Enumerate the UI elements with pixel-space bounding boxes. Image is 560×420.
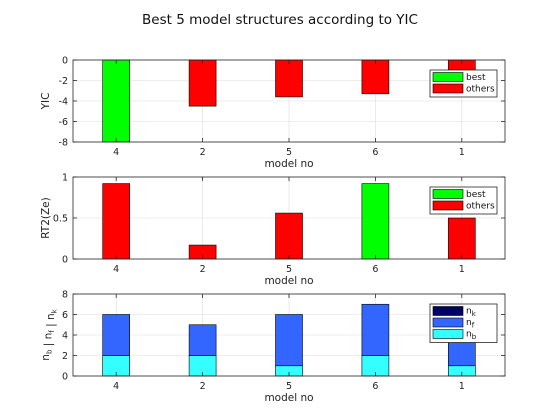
y-tick-label: -8 — [59, 138, 68, 149]
y-tick-label: -2 — [59, 76, 68, 87]
bar-segment-n_f — [361, 303, 390, 356]
y-tick-label: 0 — [62, 372, 68, 383]
bar-others — [275, 212, 303, 260]
y-axis-label: YIC — [40, 93, 52, 111]
y-tick-label: -4 — [59, 97, 68, 108]
bar-others — [275, 59, 303, 98]
y-tick-label: 0 — [62, 56, 68, 67]
legend-swatch-n_k — [432, 306, 464, 316]
y-tick-label: 2 — [62, 351, 68, 362]
x-tick-label: 1 — [459, 381, 465, 392]
bar-others — [188, 59, 217, 107]
y-tick-label: 8 — [62, 290, 68, 301]
x-tick-label: 1 — [459, 147, 465, 158]
bar-best — [102, 59, 130, 143]
legend-label: nk — [466, 307, 477, 319]
y-tick-label: 4 — [62, 331, 68, 342]
x-tick-label: 5 — [286, 264, 292, 275]
x-axis-label: model no — [264, 158, 313, 170]
bar-best — [361, 183, 390, 260]
x-tick-label: 6 — [372, 264, 378, 275]
legend-swatch-best — [432, 189, 464, 199]
bar-segment-n_f — [102, 314, 130, 356]
bar-segment-n_f — [275, 314, 303, 367]
x-axis-label: model no — [264, 392, 313, 404]
x-tick-label: 4 — [113, 381, 119, 392]
legend-swatch-others — [432, 200, 464, 211]
legend-swatch-best — [432, 72, 464, 82]
legend: best others — [429, 186, 498, 215]
legend-label: others — [466, 85, 495, 95]
y-axis-label: nb | nf | nk — [40, 308, 59, 360]
bar-others — [447, 217, 476, 260]
legend-label: nf — [466, 318, 475, 330]
legend-label: nb — [466, 330, 477, 342]
legend-swatch-n_b — [432, 329, 464, 339]
x-tick-label: 2 — [200, 147, 206, 158]
subplot-2: 0 0.5 1 4 2 5 6 1 model no RT2(Ze) best others — [40, 173, 506, 287]
bar-others — [102, 183, 130, 260]
x-tick-label: 6 — [372, 147, 378, 158]
x-tick-label: 5 — [286, 147, 292, 158]
x-axis-label: model no — [264, 275, 313, 287]
y-tick-label: 6 — [62, 310, 68, 321]
y-tick-label: 0.5 — [53, 214, 68, 225]
figure-title: Best 5 model structures according to YIC — [142, 12, 418, 28]
subplot-panels: 0 -2 -4 -6 -8 4 2 5 6 1 model no YIC best others 0 0.5 1… — [40, 56, 506, 404]
x-tick-label: 6 — [372, 381, 378, 392]
x-tick-label: 2 — [200, 381, 206, 392]
x-tick-label: 5 — [286, 381, 292, 392]
legend-label: others — [466, 202, 495, 212]
legend: best others — [429, 69, 498, 98]
x-tick-label: 1 — [459, 264, 465, 275]
legend-swatch-others — [432, 83, 464, 94]
bar-segment-n_f — [188, 324, 217, 356]
x-tick-label: 4 — [113, 264, 119, 275]
legend-label: best — [466, 190, 486, 200]
x-tick-label: 2 — [200, 264, 206, 275]
subplot-1: 0 -2 -4 -6 -8 4 2 5 6 1 model no YIC best others — [40, 56, 506, 170]
x-tick-label: 4 — [113, 147, 119, 158]
y-tick-label: 0 — [62, 255, 68, 266]
legend-swatch-n_f — [432, 317, 464, 328]
y-axis-label: RT2(Ze) — [40, 197, 52, 238]
y-tick-label: -6 — [59, 117, 68, 128]
y-tick-label: 1 — [62, 173, 68, 184]
legend-label: best — [466, 73, 486, 83]
bar-others — [361, 59, 390, 95]
